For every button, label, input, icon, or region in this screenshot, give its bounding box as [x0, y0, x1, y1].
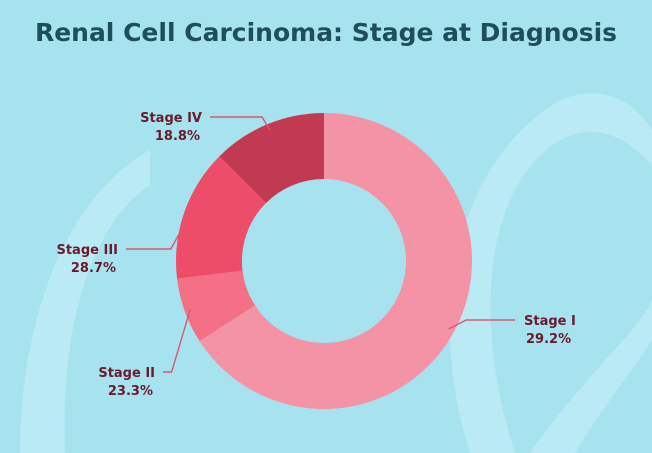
label-value-stage-iv: 18.8% [155, 129, 200, 144]
label-value-stage-ii: 23.3% [108, 384, 153, 399]
leader-line-stage-iii [126, 214, 191, 250]
label-name-stage-i: Stage I [524, 314, 576, 329]
label-name-stage-iv: Stage IV [140, 111, 202, 126]
ribbon-shape-1 [20, 150, 150, 453]
leader-line-stage-iv [210, 116, 271, 131]
slice-stage-ii [177, 270, 256, 342]
label-value-stage-i: 29.2% [526, 332, 571, 347]
slice-stage-iii [176, 156, 267, 279]
label-value-stage-iii: 28.7% [71, 261, 116, 276]
slice-stage-iv [219, 113, 324, 204]
donut-slices [176, 113, 472, 409]
slice-stage-i [199, 113, 472, 409]
label-name-stage-iii: Stage III [56, 243, 118, 258]
leader-line-stage-ii [163, 308, 192, 373]
leader-line-stage-i [448, 319, 515, 330]
awareness-ribbon-background [20, 93, 652, 453]
label-name-stage-ii: Stage II [98, 366, 155, 381]
ribbon-shape-2 [449, 93, 652, 453]
ribbon-shape-3 [530, 300, 652, 453]
slice-labels: Stage I 29.2% Stage II 23.3% Stage III 28.7% S… [56, 111, 575, 399]
chart-title: Renal Cell Carcinoma: Stage at Diagnosis [34, 18, 618, 47]
